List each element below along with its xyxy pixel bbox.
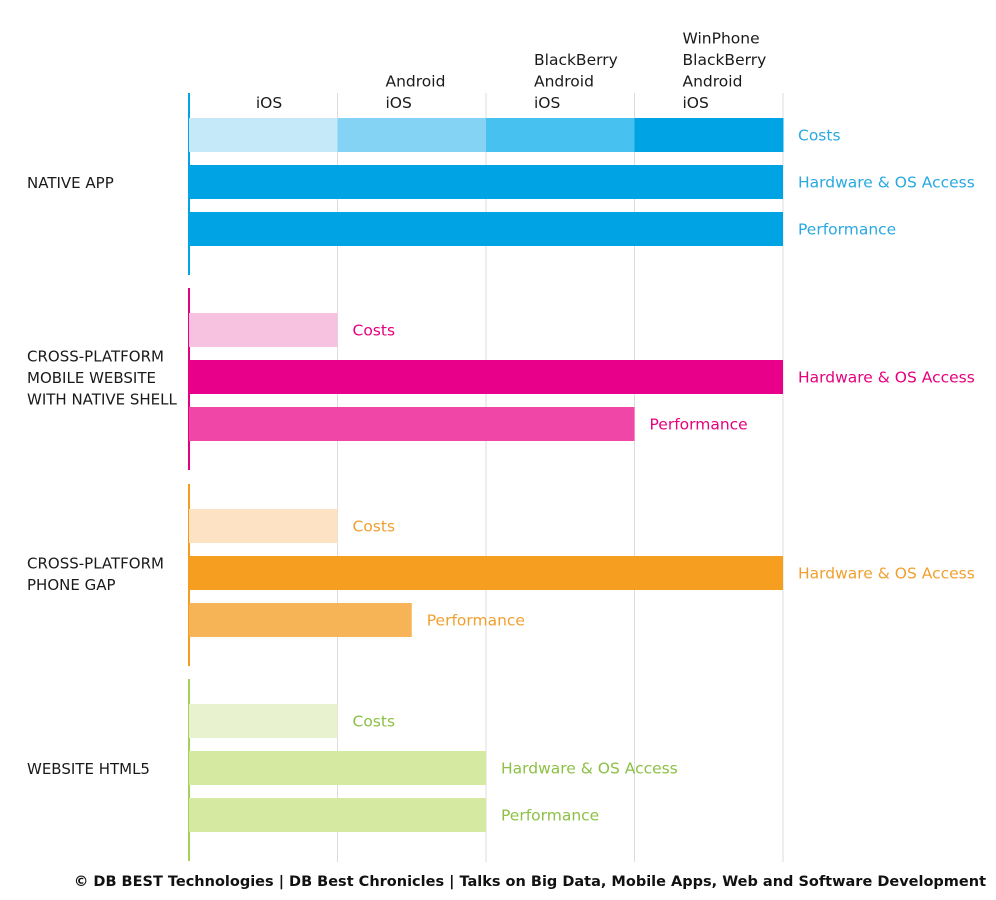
bar-label: Performance xyxy=(427,612,525,630)
column-header-label: Android xyxy=(534,73,594,91)
grid-lines xyxy=(337,93,784,862)
group-label: CROSS-PLATFORM xyxy=(27,348,164,366)
bar-group: CROSS-PLATFORM PHONE GAP Costs Hardware & O… xyxy=(27,484,975,666)
bar-label: Costs xyxy=(353,322,396,340)
bar-label: Costs xyxy=(798,127,841,145)
bar xyxy=(189,165,783,199)
bar xyxy=(189,360,783,394)
column-header-label: BlackBerry xyxy=(534,51,618,69)
column-header-label: iOS xyxy=(386,94,412,112)
bar xyxy=(189,313,338,347)
column-header-label: WinPhone xyxy=(683,30,760,48)
group-label: WEBSITE HTML5 xyxy=(27,760,150,778)
bar-groups: NATIVE APP Costs Hardware & OS Access Perfo… xyxy=(27,93,975,861)
column-header-label: iOS xyxy=(534,94,560,112)
bar-group: NATIVE APP Costs Hardware & OS Access Perfo… xyxy=(27,93,975,275)
column-header-label: iOS xyxy=(683,94,709,112)
bar-segment xyxy=(189,118,338,152)
group-label: PHONE GAP xyxy=(27,576,116,594)
bar-label: Performance xyxy=(501,807,599,825)
group-label: MOBILE WEBSITE xyxy=(27,369,156,387)
group-label: CROSS-PLATFORM xyxy=(27,554,164,572)
bar-segment xyxy=(486,118,635,152)
bar xyxy=(189,407,635,441)
group-label: WITH NATIVE SHELL xyxy=(27,391,178,409)
bar-segment xyxy=(634,118,784,152)
bar-label: Hardware & OS Access xyxy=(501,760,678,778)
bar xyxy=(189,798,486,832)
bar-group: WEBSITE HTML5 Costs Hardware & OS Access Pe… xyxy=(27,679,678,861)
column-header-label: Android xyxy=(386,73,446,91)
bar-segment xyxy=(337,118,487,152)
column-headers: iOS Android iOS BlackBerry Android iOS WinPhon… xyxy=(256,30,766,113)
bar-label: Performance xyxy=(650,416,748,434)
bar-label: Costs xyxy=(353,518,396,536)
copyright-footer: © DB BEST Technologies | DB Best Chronic… xyxy=(73,874,986,890)
bar xyxy=(189,556,783,590)
bar-group: CROSS-PLATFORM MOBILE WEBSITE WITH NATIVE … xyxy=(27,288,975,470)
group-label: NATIVE APP xyxy=(27,174,114,192)
bar-label: Hardware & OS Access xyxy=(798,174,975,192)
bar xyxy=(189,751,486,785)
column-header-label: Android xyxy=(683,73,743,91)
bar-label: Costs xyxy=(353,713,396,731)
bar xyxy=(189,704,338,738)
column-header-label: BlackBerry xyxy=(683,51,767,69)
bar-label: Hardware & OS Access xyxy=(798,565,975,583)
bar xyxy=(189,509,338,543)
bar-label: Hardware & OS Access xyxy=(798,369,975,387)
column-header-label: iOS xyxy=(256,94,282,112)
bar-label: Performance xyxy=(798,221,896,239)
bar xyxy=(189,603,412,637)
bar xyxy=(189,212,783,246)
